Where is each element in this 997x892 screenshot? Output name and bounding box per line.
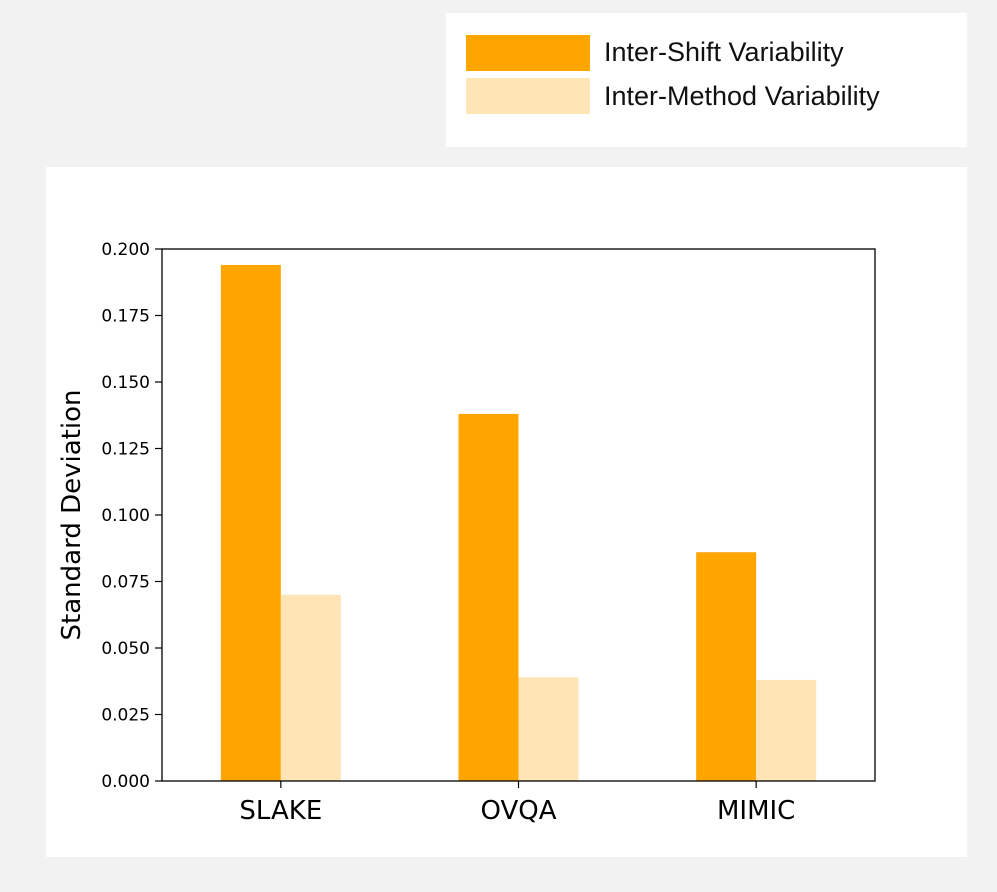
y-tick-label: 0.100 bbox=[101, 506, 150, 526]
bar-slake-inter-method bbox=[280, 594, 341, 781]
y-tick-label: 0.025 bbox=[101, 706, 150, 726]
legend-swatch-inter-method bbox=[466, 78, 590, 114]
bar-mimic-inter-method bbox=[756, 679, 817, 781]
y-axis-label: Standard Deviation bbox=[57, 390, 87, 641]
legend-label-inter-method: Inter-Method Variability bbox=[604, 81, 880, 111]
bar-ovqa-inter-shift bbox=[458, 413, 519, 781]
y-tick-label: 0.050 bbox=[101, 639, 150, 659]
y-tick-label: 0.200 bbox=[101, 240, 150, 260]
y-tick-label: 0.075 bbox=[101, 573, 150, 593]
legend: Inter-Shift Variability Inter-Method Var… bbox=[446, 13, 967, 147]
legend-swatch-inter-shift bbox=[466, 35, 590, 71]
y-tick-label: 0.000 bbox=[101, 772, 150, 792]
bar-mimic-inter-shift bbox=[696, 552, 757, 781]
y-tick-label: 0.150 bbox=[101, 373, 150, 393]
x-tick-label-ovqa: OVQA bbox=[480, 796, 556, 826]
bar-chart: 0.000 0.025 0.050 0.075 0.100 0.125 0.150 0.175… bbox=[57, 240, 876, 826]
bar-slake-inter-shift bbox=[220, 264, 281, 782]
plot-frame bbox=[161, 248, 876, 782]
legend-label-inter-shift: Inter-Shift Variability bbox=[604, 37, 844, 67]
chart-panel: 0.000 0.025 0.050 0.075 0.100 0.125 0.150 0.175… bbox=[46, 167, 967, 857]
y-tick-label: 0.175 bbox=[101, 307, 150, 327]
bar-ovqa-inter-method bbox=[518, 677, 579, 781]
x-tick-label-slake: SLAKE bbox=[239, 796, 322, 826]
y-tick-label: 0.125 bbox=[101, 440, 150, 460]
x-tick-label-mimic: MIMIC bbox=[717, 796, 795, 826]
